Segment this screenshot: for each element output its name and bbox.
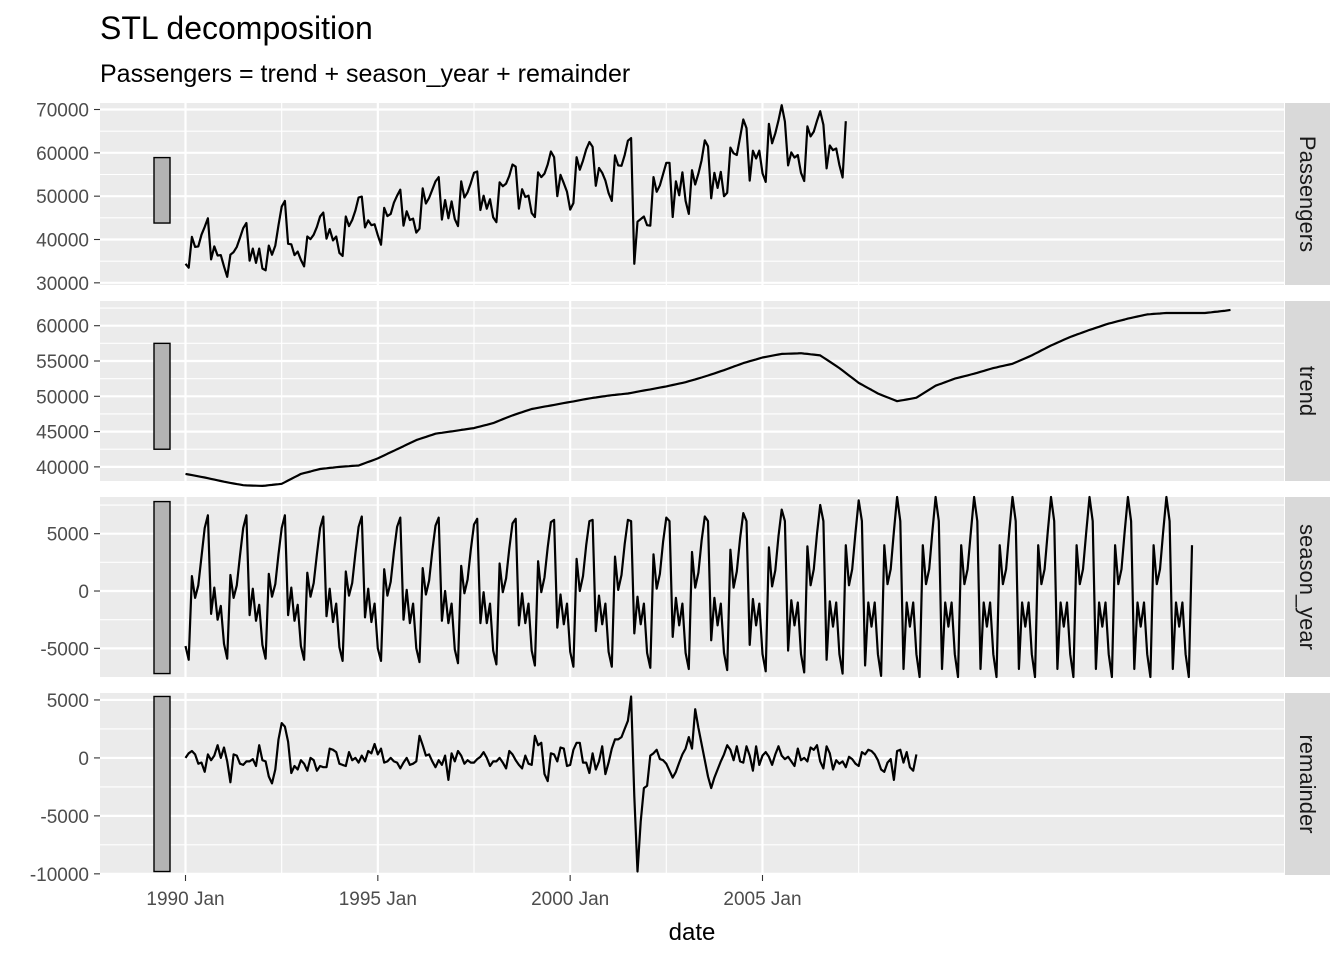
scale-bar	[153, 695, 171, 873]
y-tick-label: 0	[78, 582, 89, 603]
facet-strip-label: season_year	[1295, 524, 1320, 650]
y-tick-label: 5000	[47, 691, 89, 712]
facet-strip	[1285, 693, 1330, 875]
facet-panels: 3000040000500006000070000Passengers40000…	[30, 101, 1330, 886]
y-tick-label: 50000	[36, 387, 89, 408]
facet-strip	[1285, 103, 1330, 285]
panel-remainder: -10000 -5000 0 5000 remainder	[30, 691, 1330, 886]
facet-strip	[1285, 301, 1330, 481]
panel-background	[100, 693, 1284, 875]
y-tick-label: 40000	[36, 231, 89, 252]
y-tick-label: 50000	[36, 187, 89, 208]
y-tick-label: -5000	[40, 807, 89, 828]
y-tick-label: 45000	[36, 423, 89, 444]
x-axis-title: date	[669, 919, 716, 946]
facet-strip	[1285, 497, 1330, 677]
series-line-remainder	[184, 695, 918, 873]
x-tick-label: 2005 Jan	[723, 889, 801, 910]
y-tick-label: 0	[78, 749, 89, 770]
x-tick-label: 1990 Jan	[146, 889, 224, 910]
panel-passengers: 30000 40000 50000 60000 70000 Passengers	[36, 101, 1330, 295]
y-tick-label: 5000	[47, 525, 89, 546]
series-line-season-year	[184, 495, 1194, 679]
y-tick-label: 30000	[36, 274, 89, 295]
y-tick-label: -10000	[30, 865, 89, 886]
y-tick-label: 55000	[36, 352, 89, 373]
y-tick-label: 60000	[36, 144, 89, 165]
y-tick-label: 60000	[36, 317, 89, 338]
y-tick-label: 40000	[36, 458, 89, 479]
x-tick-label: 1995 Jan	[339, 889, 417, 910]
chart-subtitle: Passengers = trend + season_year + remai…	[100, 60, 630, 88]
series-line-passengers	[184, 104, 847, 278]
series-line-trend	[185, 308, 1231, 487]
panel-background	[100, 301, 1284, 481]
scale-bar	[153, 500, 171, 675]
facet-strip-label: Passengers	[1295, 136, 1320, 252]
chart-title: STL decomposition	[100, 10, 373, 46]
scale-bar	[153, 156, 171, 224]
panel-trend: 40000 45000 50000 55000 60000 trend	[36, 301, 1330, 487]
y-tick-label: -5000	[40, 639, 89, 660]
facet-strip-label: trend	[1295, 366, 1320, 416]
x-tick-label: 2000 Jan	[531, 889, 609, 910]
y-tick-label: 70000	[36, 101, 89, 122]
facet-strip-label: remainder	[1295, 734, 1320, 833]
x-axis: 1990 Jan 1995 Jan 2000 Jan 2005 Jan	[146, 875, 802, 910]
panel-background	[100, 103, 1284, 285]
scale-bar	[153, 342, 171, 450]
panel-season-year: -5000 0 5000 season_year	[40, 495, 1330, 679]
